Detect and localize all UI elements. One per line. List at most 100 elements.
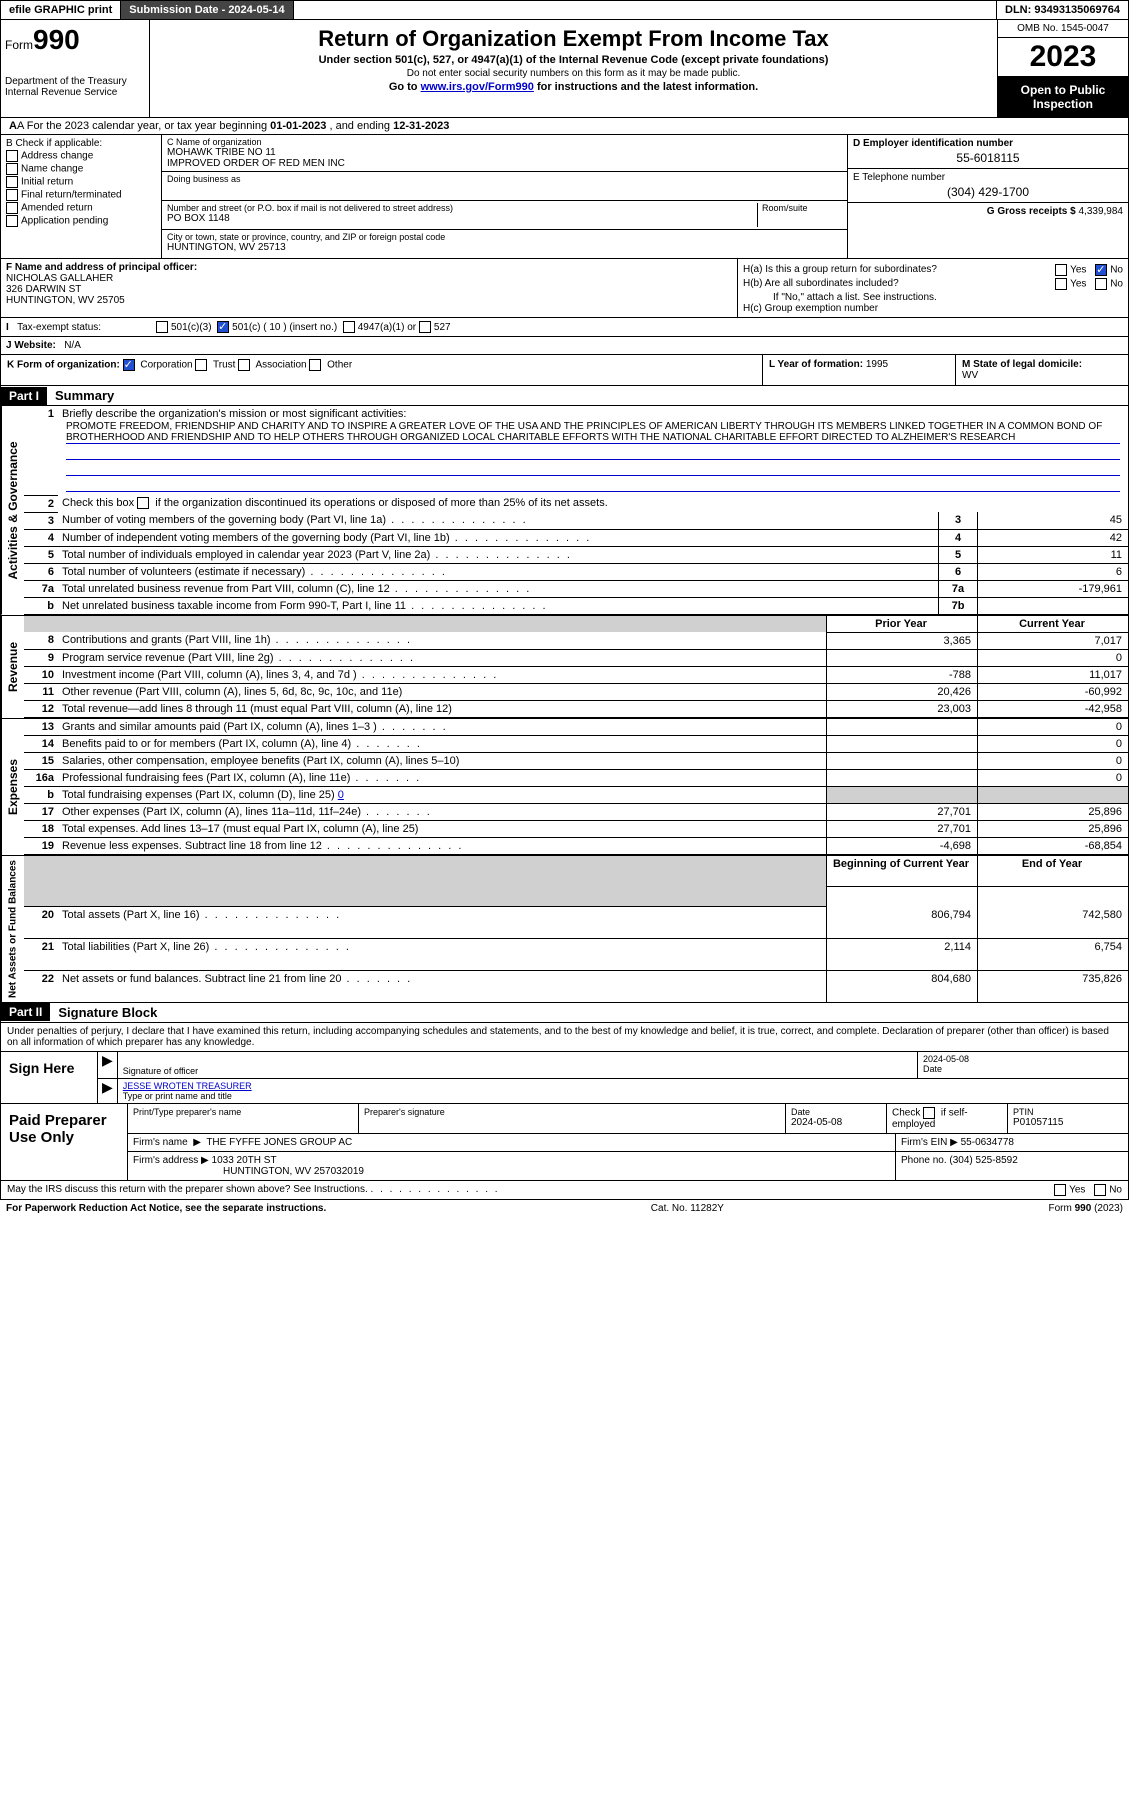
sign-here-block: Sign Here ▶ Signature of officer 2024-05…	[0, 1052, 1129, 1104]
org-name-1: MOHAWK TRIBE NO 11	[167, 147, 842, 158]
q1-label: Briefly describe the organization's miss…	[62, 408, 1124, 420]
org-name-label: C Name of organization	[167, 137, 842, 147]
chk-4947[interactable]	[343, 321, 355, 333]
row-4: 4Number of independent voting members of…	[24, 529, 1128, 546]
hb-yesno[interactable]: Yes No	[1049, 278, 1123, 290]
org-address: PO BOX 1148	[167, 213, 757, 224]
header-right: OMB No. 1545-0047 2023 Open to Public In…	[997, 20, 1128, 117]
part1-label: Part I	[1, 387, 47, 405]
chk-application-pending[interactable]: Application pending	[6, 215, 156, 227]
group-return-block: H(a) Is this a group return for subordin…	[737, 259, 1128, 317]
hc-label: H(c) Group exemption number	[743, 303, 1123, 314]
row-3: 3Number of voting members of the governi…	[24, 512, 1128, 529]
submission-date-button[interactable]: Submission Date - 2024-05-14	[121, 1, 293, 19]
chk-501c[interactable]	[217, 321, 229, 333]
form-number-block: Form990 Department of the Treasury Inter…	[1, 20, 150, 117]
date-label: Date	[923, 1064, 1123, 1074]
tax-year-row: AA For the 2023 calendar year, or tax ye…	[0, 118, 1129, 135]
chk-discontinued[interactable]	[137, 497, 149, 509]
col-c-org-info: C Name of organization MOHAWK TRIBE NO 1…	[162, 135, 847, 258]
side-label-activities: Activities & Governance	[1, 406, 24, 615]
footer-left: For Paperwork Reduction Act Notice, see …	[6, 1203, 326, 1214]
tax-year: 2023	[998, 38, 1128, 77]
part2-label: Part II	[1, 1003, 50, 1021]
activities-governance-block: Activities & Governance 1 Briefly descri…	[0, 406, 1129, 615]
row-5: 5Total number of individuals employed in…	[24, 546, 1128, 563]
row-17: 17Other expenses (Part IX, column (A), l…	[24, 803, 1128, 820]
chk-trust[interactable]	[195, 359, 207, 371]
footer-cat-no: Cat. No. 11282Y	[651, 1203, 724, 1214]
form-of-org: K Form of organization: Corporation Trus…	[1, 355, 762, 385]
row-7b: bNet unrelated business taxable income f…	[24, 597, 1128, 614]
chk-initial-return[interactable]: Initial return	[6, 176, 156, 188]
sign-date: 2024-05-08	[923, 1054, 1123, 1064]
hb-label: H(b) Are all subordinates included?	[743, 278, 899, 290]
preparer-sig-label: Preparer's signature	[364, 1107, 780, 1117]
row-13: 13Grants and similar amounts paid (Part …	[24, 719, 1128, 736]
arrow-icon: ▶	[98, 1052, 118, 1078]
hdr-prior-year: Prior Year	[827, 616, 978, 633]
chk-association[interactable]	[238, 359, 250, 371]
addr-label: Number and street (or P.O. box if mail i…	[167, 203, 757, 213]
phone-label: E Telephone number	[853, 172, 1123, 183]
perjury-statement: Under penalties of perjury, I declare th…	[0, 1023, 1129, 1052]
row-6: 6Total number of volunteers (estimate if…	[24, 563, 1128, 580]
chk-self-employed[interactable]	[923, 1107, 935, 1119]
header-sub1: Under section 501(c), 527, or 4947(a)(1)…	[158, 54, 989, 66]
website-row: J Website: N/A	[0, 337, 1129, 355]
principal-officer: F Name and address of principal officer:…	[1, 259, 737, 317]
row-19: 19Revenue less expenses. Subtract line 1…	[24, 837, 1128, 854]
row-14: 14Benefits paid to or for members (Part …	[24, 735, 1128, 752]
side-label-net-assets: Net Assets or Fund Balances	[1, 856, 24, 1002]
chk-amended-return[interactable]: Amended return	[6, 202, 156, 214]
sign-here-label: Sign Here	[1, 1052, 98, 1103]
paid-preparer-block: Paid Preparer Use Only Print/Type prepar…	[0, 1104, 1129, 1181]
year-formation: L Year of formation: 1995	[762, 355, 955, 385]
org-name-2: IMPROVED ORDER OF RED MEN INC	[167, 158, 842, 169]
q2-label: Check this box if the organization disco…	[58, 495, 1128, 512]
row-21: 21Total liabilities (Part X, line 26)2,1…	[24, 939, 1128, 971]
chk-other[interactable]	[309, 359, 321, 371]
row-12: 12Total revenue—add lines 8 through 11 (…	[24, 700, 1128, 717]
discuss-yesno[interactable]: Yes No	[1048, 1184, 1122, 1196]
header-sub2: Do not enter social security numbers on …	[158, 68, 989, 79]
row-16b: bTotal fundraising expenses (Part IX, co…	[24, 786, 1128, 803]
page-footer: For Paperwork Reduction Act Notice, see …	[0, 1200, 1129, 1217]
chk-corporation[interactable]	[123, 359, 135, 371]
chk-name-change[interactable]: Name change	[6, 163, 156, 175]
phone-value: (304) 429-1700	[853, 185, 1123, 199]
chk-address-change[interactable]: Address change	[6, 150, 156, 162]
firm-name: THE FYFFE JONES GROUP AC	[206, 1137, 352, 1148]
row-7a: 7aTotal unrelated business revenue from …	[24, 580, 1128, 597]
expenses-block: Expenses 13Grants and similar amounts pa…	[0, 718, 1129, 855]
name-title-label: Type or print name and title	[123, 1091, 1123, 1101]
discuss-row: May the IRS discuss this return with the…	[0, 1181, 1129, 1200]
state-domicile: M State of legal domicile:WV	[955, 355, 1128, 385]
form-number: 990	[33, 24, 80, 55]
col-b-header: B Check if applicable:	[6, 138, 156, 149]
part2-title: Signature Block	[50, 1003, 165, 1022]
hdr-current-year: Current Year	[978, 616, 1129, 633]
dln-label: DLN: 93493135069764	[996, 1, 1128, 19]
side-label-revenue: Revenue	[1, 616, 24, 718]
room-label: Room/suite	[762, 203, 842, 213]
hdr-end-year: End of Year	[978, 856, 1129, 887]
chk-final-return[interactable]: Final return/terminated	[6, 189, 156, 201]
city-label: City or town, state or province, country…	[167, 232, 842, 242]
chk-527[interactable]	[419, 321, 431, 333]
col-de: D Employer identification number 55-6018…	[847, 135, 1128, 258]
net-assets-block: Net Assets or Fund Balances Beginning of…	[0, 855, 1129, 1003]
header-sub3: Go to www.irs.gov/Form990 for instructio…	[158, 81, 989, 93]
row-10: 10Investment income (Part VIII, column (…	[24, 666, 1128, 683]
arrow-icon: ▶	[98, 1079, 118, 1103]
part2-header-row: Part II Signature Block	[0, 1003, 1129, 1023]
instructions-link[interactable]: www.irs.gov/Form990	[421, 81, 534, 93]
row-15: 15Salaries, other compensation, employee…	[24, 752, 1128, 769]
row-20: 20Total assets (Part X, line 16)806,7947…	[24, 907, 1128, 939]
preparer-date: 2024-05-08	[791, 1117, 881, 1128]
ha-yesno[interactable]: Yes No	[1049, 264, 1123, 276]
ptin-value: P01057115	[1013, 1117, 1123, 1128]
form-prefix: Form	[5, 38, 33, 52]
paid-preparer-label: Paid Preparer Use Only	[1, 1104, 128, 1180]
chk-501c3[interactable]	[156, 321, 168, 333]
